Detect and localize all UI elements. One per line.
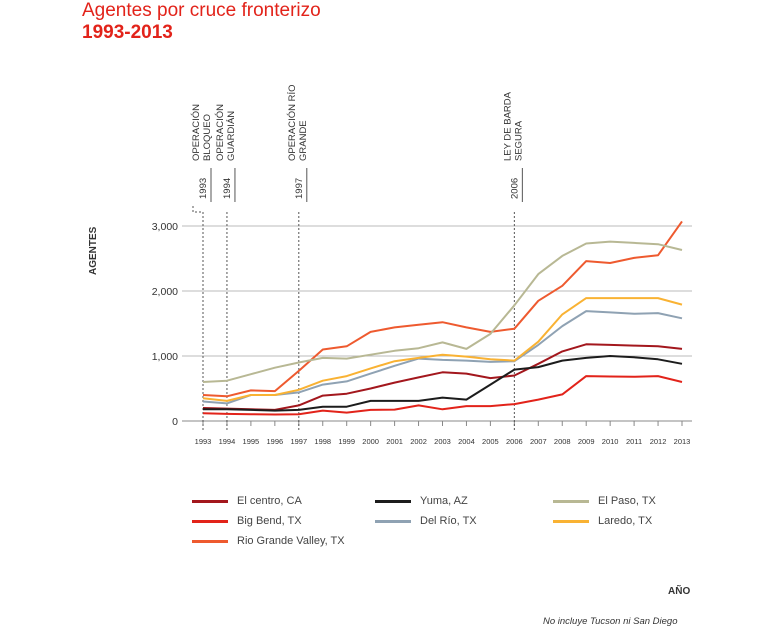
x-tick-label: 2013 — [674, 437, 691, 446]
chart-title: Agentes por cruce fronterizo — [82, 0, 321, 21]
x-tick-label: 2005 — [482, 437, 499, 446]
series-line — [203, 355, 683, 412]
legend-label: Big Bend, TX — [237, 515, 302, 527]
legend-swatch — [375, 519, 411, 523]
event-label: OPERACIÓN RÍO — [287, 84, 298, 161]
legend-label: Yuma, AZ — [420, 495, 468, 507]
legend-item: Rio Grande Valley, TX — [192, 533, 345, 549]
x-tick-label: 2010 — [602, 437, 619, 446]
x-tick-label: 1993 — [195, 437, 212, 446]
x-tick-label: 1996 — [267, 437, 284, 446]
event-label: BLOQUEO — [202, 114, 213, 161]
event-marker: 1993 OPERACIÓN BLOQUEO — [191, 104, 213, 432]
x-tick-label: 1998 — [314, 437, 331, 446]
series-line — [202, 297, 683, 402]
footnote: No incluye Tucson ni San Diego — [543, 616, 678, 627]
legend-label: Del Río, TX — [420, 515, 477, 527]
event-year-label: 1997 — [294, 178, 305, 199]
legend-swatch — [192, 539, 228, 543]
series-lines — [202, 220, 683, 416]
x-tick-label: 2001 — [386, 437, 403, 446]
event-label: GRANDE — [298, 120, 309, 161]
event-label: GUARDIÁN — [226, 111, 237, 161]
y-axis-label: AGENTES — [88, 226, 99, 275]
y-axis-ticks: 0 1,000 2,000 3,000 — [152, 221, 178, 428]
legend-item: El centro, CA — [192, 493, 302, 509]
series-line — [202, 343, 683, 411]
y-tick-label: 3,000 — [152, 221, 178, 233]
event-label: LEY DE BARDA — [502, 91, 513, 161]
legend-label: El centro, CA — [237, 495, 302, 507]
event-label: OPERACIÓN — [191, 104, 202, 161]
legend-label: Laredo, TX — [598, 515, 653, 527]
event-year-label: 2006 — [509, 178, 520, 199]
event-label: OPERACIÓN — [215, 104, 226, 161]
legend-swatch — [553, 519, 589, 523]
series-line — [202, 375, 683, 416]
legend-swatch — [192, 499, 228, 503]
legend-label: Rio Grande Valley, TX — [237, 535, 345, 547]
event-year-label: 1993 — [198, 178, 209, 199]
x-tick-label: 2012 — [650, 437, 667, 446]
x-tick-label: 2011 — [626, 437, 642, 446]
x-tick-label: 1997 — [290, 437, 307, 446]
event-marker: 2006 LEY DE BARDA SEGURA — [502, 91, 524, 432]
event-year-label: 1994 — [222, 178, 233, 199]
x-tick-label: 2006 — [506, 437, 523, 446]
x-tick-label: 2003 — [434, 437, 451, 446]
x-tick-label: 1995 — [243, 437, 260, 446]
legend-item: Yuma, AZ — [375, 493, 468, 509]
legend-swatch — [553, 499, 589, 503]
legend-item: Del Río, TX — [375, 513, 477, 529]
x-axis-ticks: 1993 1994 1995 1996 1997 1998 1999 2000 2001 2002… — [195, 421, 691, 446]
y-tick-label: 2,000 — [152, 286, 178, 298]
x-tick-label: 2002 — [410, 437, 427, 446]
legend-item: El Paso, TX — [553, 493, 656, 509]
legend-swatch — [192, 519, 228, 523]
x-tick-label: 2009 — [578, 437, 595, 446]
x-tick-label: 1999 — [338, 437, 355, 446]
series-line — [202, 240, 683, 383]
chart-subtitle: 1993-2013 — [82, 22, 173, 43]
y-tick-label: 0 — [172, 416, 178, 428]
x-tick-label: 2000 — [362, 437, 379, 446]
x-tick-label: 2007 — [530, 437, 547, 446]
series-line — [202, 220, 683, 398]
event-hook — [192, 206, 203, 213]
legend-swatch — [375, 499, 411, 503]
legend-item: Big Bend, TX — [192, 513, 302, 529]
x-tick-label: 2008 — [554, 437, 571, 446]
event-marker: 1997 OPERACIÓN RÍO GRANDE — [287, 84, 309, 432]
legend-label: El Paso, TX — [598, 495, 656, 507]
x-tick-label: 2004 — [458, 437, 475, 446]
legend-item: Laredo, TX — [553, 513, 652, 529]
event-label: SEGURA — [513, 120, 524, 161]
x-axis-label: AÑO — [668, 586, 691, 597]
x-tick-label: 1994 — [219, 437, 236, 446]
series-line — [202, 310, 683, 405]
y-tick-label: 1,000 — [152, 351, 178, 363]
event-marker: 1994 OPERACIÓN GUARDIÁN — [215, 104, 237, 432]
